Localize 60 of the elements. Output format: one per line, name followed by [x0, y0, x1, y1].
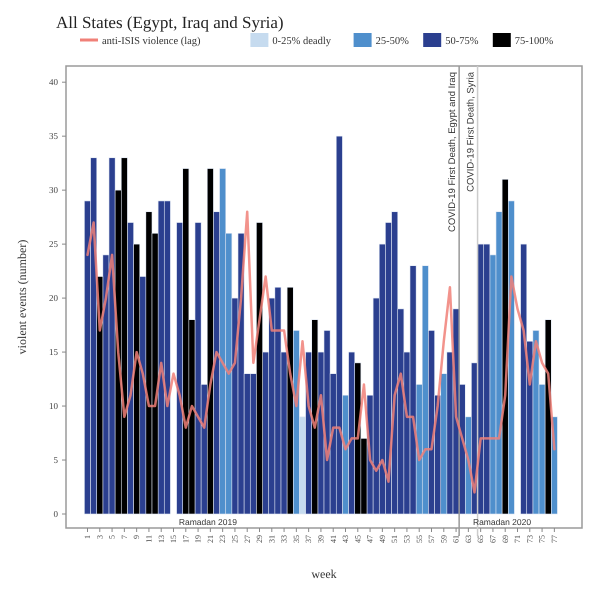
y-tick-label: 20: [49, 292, 58, 303]
y-tick-label: 5: [54, 454, 58, 465]
x-tick-label: 71: [513, 535, 522, 543]
x-tick-label: 75: [538, 535, 547, 543]
x-tick-label: 15: [169, 535, 178, 543]
legend-label: 75-100%: [514, 36, 554, 47]
x-tick-label: 57: [427, 535, 436, 543]
y-tick-label: 10: [49, 400, 58, 411]
x-tick-label: 3: [95, 535, 104, 539]
x-tick-label: 47: [366, 535, 375, 543]
x-tick-label: 49: [378, 535, 387, 543]
x-axis-title: week: [311, 567, 337, 581]
x-tick-label: 73: [525, 535, 534, 543]
legend-label: 50-75%: [445, 36, 479, 47]
x-tick-label: 65: [476, 535, 486, 543]
x-tick-label: 37: [304, 535, 314, 543]
x-tick-label: 53: [402, 535, 412, 543]
x-tick-label: 29: [255, 535, 264, 543]
x-tick-label: 7: [120, 535, 129, 539]
x-tick-label: 31: [267, 535, 276, 543]
x-tick-label: 51: [390, 535, 400, 543]
x-tick-label: 11: [144, 535, 154, 543]
x-tick-label: 39: [316, 535, 326, 543]
x-tick-label: 35: [292, 535, 301, 543]
y-tick-label: 15: [49, 346, 58, 357]
y-axis-title: violent events (number): [15, 240, 29, 354]
legend-label: 25-50%: [376, 36, 410, 47]
x-tick-label: 23: [218, 535, 228, 543]
ref-line-label: COVID-19 First Death, Egypt and Iraq: [447, 72, 458, 232]
ref-line-label: COVID-19 First Death, Syria: [466, 71, 477, 192]
text: Ramadan 2019: [178, 517, 238, 527]
legend-label: anti-ISIS violence (lag): [102, 36, 202, 47]
legend-label: 0-25% deadly: [272, 36, 332, 47]
x-tick-label: 59: [439, 535, 448, 543]
x-tick-label: 1: [83, 535, 92, 539]
x-tick-label: 67: [488, 535, 498, 543]
y-tick-label: 30: [49, 185, 58, 196]
text: Ramadan 2020: [472, 517, 532, 527]
x-tick-label: 27: [242, 535, 252, 543]
x-tick-label: 19: [194, 535, 203, 543]
y-tick-label: 0: [54, 508, 58, 519]
x-tick-label: 33: [280, 535, 289, 543]
x-tick-label: 61: [452, 535, 461, 543]
y-tick-label: 25: [49, 239, 58, 249]
x-tick-label: 77: [550, 535, 559, 543]
x-tick-label: 41: [328, 535, 338, 543]
y-tick-label: 40: [49, 77, 58, 88]
x-tick-label: 5: [108, 535, 117, 539]
chart-title: All States (Egypt, Iraq and Syria): [56, 13, 284, 32]
x-tick-label: 9: [132, 535, 142, 539]
x-tick-label: 45: [353, 535, 362, 543]
x-tick-label: 69: [500, 535, 510, 543]
x-tick-label: 13: [156, 535, 166, 543]
x-tick-label: 21: [206, 535, 215, 543]
x-tick-label: 17: [181, 535, 190, 543]
x-tick-label: 43: [341, 535, 350, 543]
y-tick-label: 35: [49, 131, 58, 142]
x-tick-label: 25: [230, 535, 240, 543]
x-tick-label: 63: [464, 535, 473, 543]
x-tick-label: 55: [414, 535, 424, 543]
